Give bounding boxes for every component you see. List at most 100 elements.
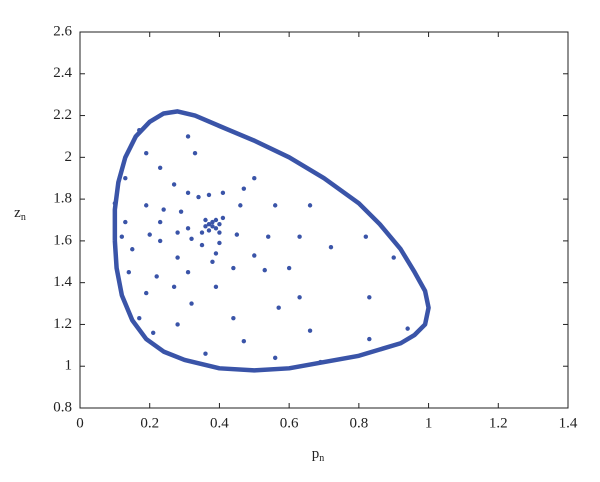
y-tick-label: 1 [65,358,73,374]
point [220,215,226,221]
point [286,265,292,271]
point [203,224,208,229]
point [161,207,166,212]
point [307,203,313,208]
point [123,219,128,225]
point [273,203,278,208]
y-tick-label: 1.6 [53,232,72,248]
x-label-main: p [312,446,320,462]
x-tick-label: 0 [76,415,84,431]
y-tick-label: 1.2 [53,316,72,332]
x-axis-label: pn [312,446,325,464]
y-tick-label: 2 [65,149,73,165]
x-label-sub: n [319,453,324,464]
y-tick-label: 0.8 [53,399,72,415]
point [217,221,222,227]
point [213,226,219,231]
point [363,234,369,239]
point [189,236,194,241]
point [210,259,215,264]
y-tick-label: 2.6 [53,23,72,39]
y-tick-label: 2.2 [53,107,72,123]
point [307,328,313,333]
point [231,315,236,321]
point [203,217,208,223]
point [144,150,149,156]
y-tick-label: 1.4 [53,274,72,290]
point [391,255,396,260]
y-label-sub: n [21,212,26,223]
point [157,238,163,244]
x-tick-label: 0.2 [140,415,159,431]
point [175,255,180,260]
x-tick-label: 1.4 [559,415,578,431]
point [119,234,125,239]
point [144,203,149,208]
point [328,244,334,250]
point [273,355,278,361]
point [297,234,302,239]
point [178,209,184,214]
point [367,336,372,342]
point [206,221,212,227]
point [175,322,180,327]
point [220,190,226,196]
point [175,230,180,235]
point [234,232,240,237]
point [123,176,128,181]
point [185,190,191,196]
point [266,234,271,239]
point [238,203,243,208]
point [367,295,372,300]
x-tick-label: 1 [425,415,433,431]
point [126,270,131,275]
point [241,338,247,344]
point [192,150,198,156]
point [144,290,149,296]
point [154,274,159,279]
point [203,351,208,356]
point [213,217,219,223]
point [189,301,194,306]
point [185,134,191,139]
point [171,182,177,187]
point [147,232,152,237]
point [241,186,247,191]
point [130,247,135,252]
point [252,176,257,181]
point [210,224,215,229]
point [262,267,267,273]
point [276,305,281,310]
x-tick-label: 0.8 [349,415,368,431]
y-tick-label: 1.8 [53,191,72,207]
point [137,127,142,133]
plot-frame [79,31,569,409]
y-axis-label: zn [14,205,26,223]
point [213,284,219,290]
point [157,219,163,225]
point [213,251,219,256]
point [231,265,236,271]
orbit-curve [112,109,431,373]
point [185,226,191,231]
y-label-main: z [14,205,21,221]
y-tick-label: 2.4 [53,65,72,81]
point [112,201,118,206]
point [199,242,205,248]
point [199,230,205,235]
point [318,359,323,365]
x-tick-label: 0.6 [280,415,299,431]
point [210,219,215,225]
x-tick-label: 1.2 [489,415,508,431]
x-tick-label: 0.4 [210,415,229,431]
point [206,228,212,233]
point [217,240,222,246]
point [252,253,257,258]
point [206,192,212,198]
point [196,194,201,200]
point [405,326,410,331]
point [137,315,142,321]
point [185,270,191,275]
